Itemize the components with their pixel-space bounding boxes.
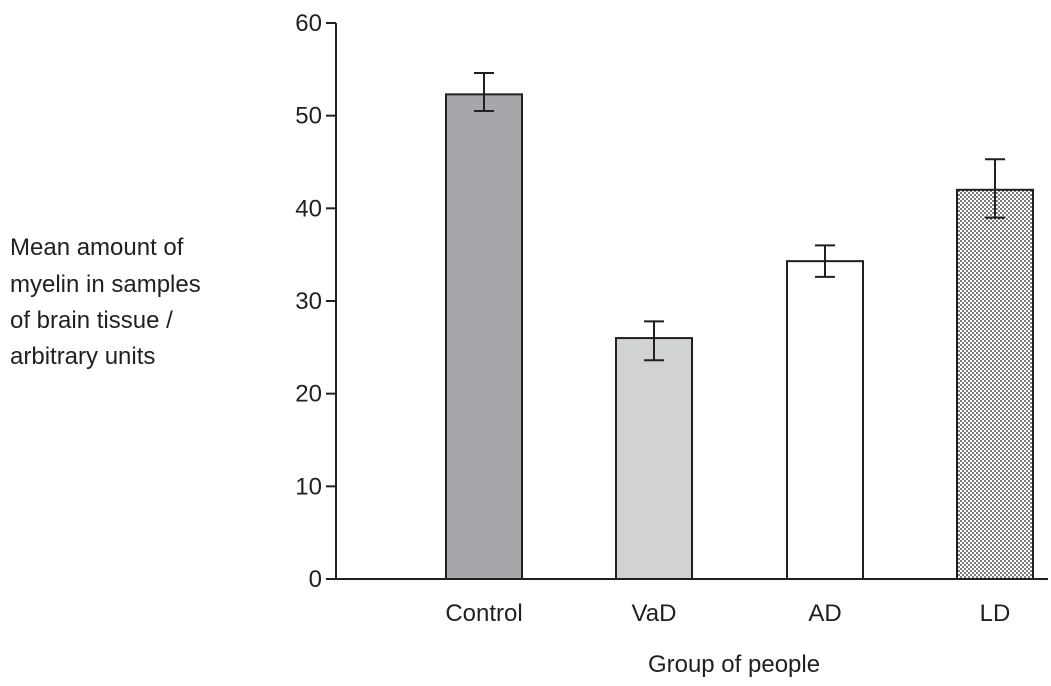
- x-tick-label-ad: AD: [808, 600, 841, 627]
- error-bar-control: [474, 72, 494, 113]
- bar-control: [445, 93, 523, 580]
- y-axis-title: Mean amount of myelin in samples of brai…: [10, 234, 201, 370]
- bars: [445, 93, 1034, 581]
- y-tick-label: 0: [309, 566, 322, 593]
- y-axis-title-line-4: arbitrary units: [10, 343, 155, 370]
- error-bar-vad: [644, 320, 664, 362]
- y-tick-label: 60: [295, 10, 322, 37]
- bar-vad: [615, 337, 693, 581]
- error-bars: [474, 72, 1005, 362]
- y-tick-label: 20: [295, 381, 322, 408]
- bar-ld: [956, 188, 1034, 581]
- y-tick-label: 10: [295, 473, 322, 500]
- x-axis-title: Group of people: [648, 651, 820, 678]
- y-axis-title-line-1: Mean amount of: [10, 234, 184, 261]
- error-bar-ad: [815, 244, 835, 278]
- x-tick-label-control: Control: [445, 600, 522, 627]
- y-axis-title-line-2: myelin in samples: [10, 271, 201, 298]
- x-tick-label-ld: LD: [980, 600, 1011, 627]
- error-bar-ld: [985, 158, 1005, 219]
- y-tick-label: 40: [295, 195, 322, 222]
- x-axis: Control VaD AD LD: [336, 578, 1048, 627]
- y-axis-title-line-3: of brain tissue /: [10, 307, 173, 334]
- y-tick-label: 30: [295, 288, 322, 315]
- x-tick-label-vad: VaD: [632, 600, 677, 627]
- y-axis: 0 10 20 30 40 50 60: [295, 10, 337, 593]
- y-tick-label: 50: [295, 103, 322, 130]
- bar-ad: [786, 260, 864, 580]
